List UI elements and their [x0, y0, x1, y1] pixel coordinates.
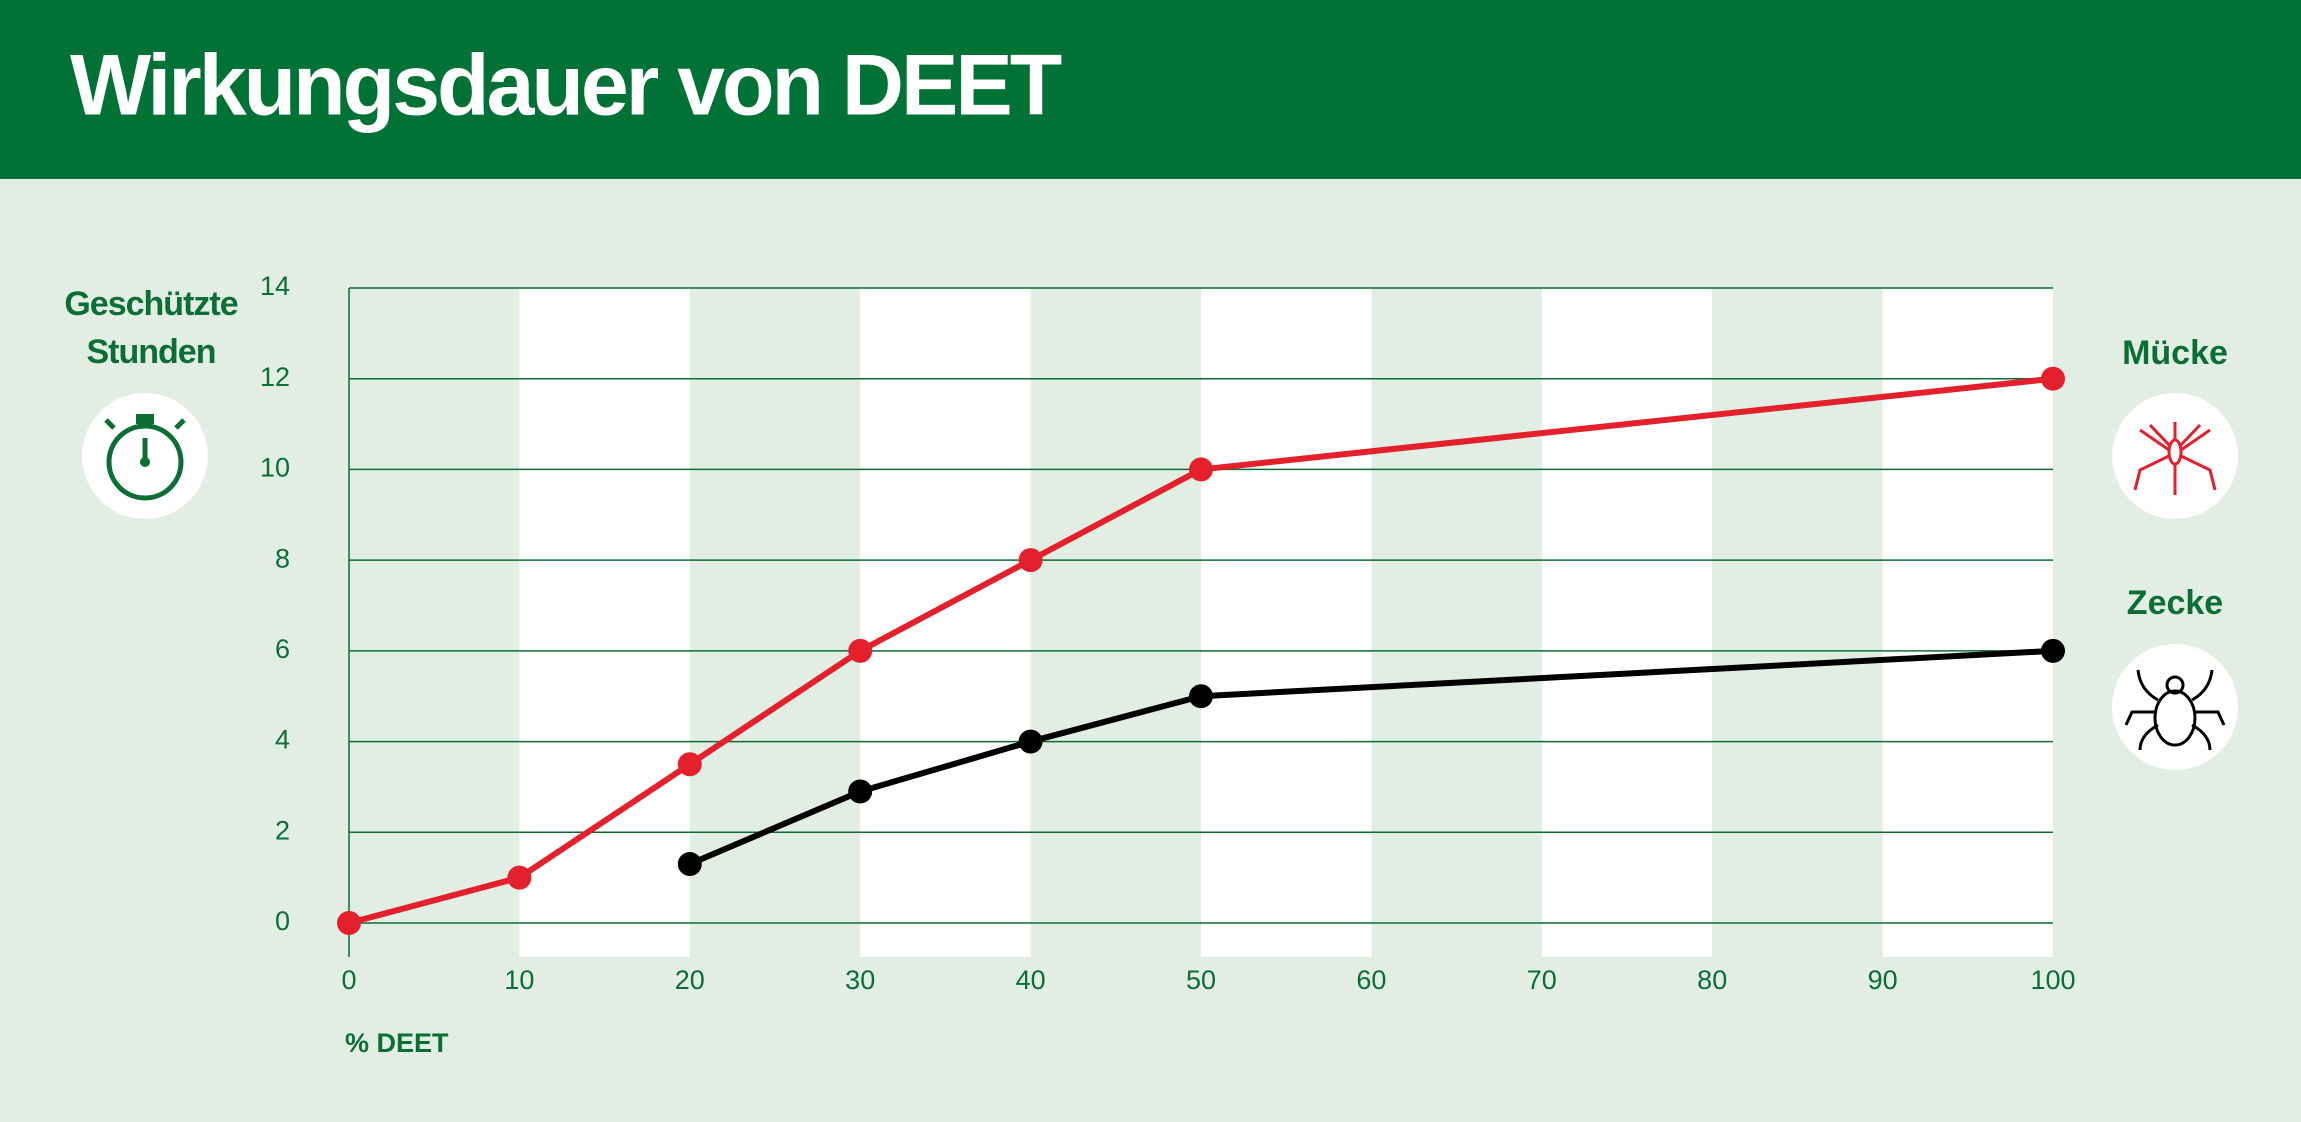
x-tick-label: 90	[1868, 965, 1898, 995]
x-tick-label: 20	[675, 965, 705, 995]
data-point	[1018, 548, 1043, 573]
legend-label: Zecke	[2127, 584, 2223, 622]
chart-title: Wirkungsdauer von DEET	[70, 38, 1062, 134]
x-tick-label: 10	[504, 965, 534, 995]
x-axis-label: % DEET	[345, 1028, 449, 1058]
data-point	[1018, 729, 1043, 754]
x-tick-label: 30	[845, 965, 875, 995]
data-point	[848, 779, 873, 804]
y-tick-label: 12	[260, 362, 290, 392]
data-point	[2041, 366, 2065, 391]
y-tick-label: 14	[260, 271, 290, 301]
stripe	[519, 288, 690, 957]
header-bar	[0, 0, 2301, 179]
x-tick-label: 0	[341, 965, 356, 995]
data-point	[1189, 457, 1213, 482]
data-point	[507, 865, 532, 890]
stripe	[860, 288, 1031, 957]
x-tick-label: 60	[1356, 965, 1386, 995]
legend-label: Mücke	[2122, 334, 2228, 372]
x-tick-label: 50	[1186, 965, 1216, 995]
data-point	[337, 911, 361, 935]
x-tick-label: 100	[2030, 965, 2075, 995]
data-point	[677, 752, 702, 777]
stripe	[1201, 288, 1372, 957]
data-point	[1189, 684, 1213, 709]
mosquito-icon	[2112, 393, 2238, 519]
stopwatch-icon	[82, 393, 208, 519]
y-tick-label: 8	[275, 543, 290, 573]
data-point	[848, 638, 873, 663]
y-tick-label: 2	[275, 815, 290, 845]
tick-icon	[2112, 644, 2238, 770]
x-tick-label: 40	[1016, 965, 1046, 995]
x-tick-label: 70	[1527, 965, 1557, 995]
data-point	[677, 852, 702, 877]
y-tick-label: 4	[275, 725, 290, 755]
data-point	[2041, 638, 2065, 663]
y-tick-label: 10	[260, 453, 290, 483]
y-tick-label: 6	[275, 634, 290, 664]
stripe	[1541, 288, 1713, 957]
y-axis-label: Geschützte Stunden	[64, 285, 238, 371]
x-tick-label: 80	[1697, 965, 1727, 995]
y-tick-label: 0	[275, 906, 290, 936]
stripe	[1882, 288, 2053, 957]
